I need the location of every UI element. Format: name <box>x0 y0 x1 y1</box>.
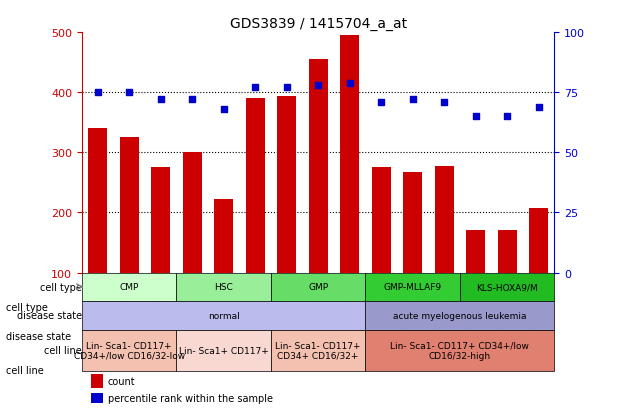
FancyBboxPatch shape <box>271 330 365 371</box>
Point <box>219 107 229 113</box>
Text: Lin- Sca1- CD117+
CD34+ CD16/32+: Lin- Sca1- CD117+ CD34+ CD16/32+ <box>275 341 361 360</box>
Point <box>313 83 323 89</box>
Bar <box>529 209 548 273</box>
Bar <box>120 138 139 273</box>
Text: GMP-MLLAF9: GMP-MLLAF9 <box>384 282 442 292</box>
Text: cell line: cell line <box>6 365 44 375</box>
Text: percentile rank within the sample: percentile rank within the sample <box>108 393 273 403</box>
Bar <box>435 166 454 273</box>
Bar <box>91 393 103 403</box>
Text: HSC: HSC <box>214 282 233 292</box>
Bar <box>498 231 517 273</box>
FancyBboxPatch shape <box>460 273 554 301</box>
Point <box>282 85 292 92</box>
Point <box>345 80 355 87</box>
Point <box>250 85 260 92</box>
Text: CMP: CMP <box>120 282 139 292</box>
FancyBboxPatch shape <box>365 301 554 330</box>
Point <box>376 99 386 106</box>
Point <box>187 97 197 104</box>
Bar <box>372 168 391 273</box>
Bar <box>277 97 296 273</box>
Bar <box>340 36 359 273</box>
Text: cell type: cell type <box>40 282 82 292</box>
Point <box>502 114 512 120</box>
Bar <box>183 153 202 273</box>
Bar <box>88 129 107 273</box>
FancyBboxPatch shape <box>82 301 365 330</box>
Point <box>408 97 418 104</box>
Text: Lin- Sca1- CD117+ CD34+/low
CD16/32-high: Lin- Sca1- CD117+ CD34+/low CD16/32-high <box>391 341 529 360</box>
Text: KLS-HOXA9/M: KLS-HOXA9/M <box>476 282 538 292</box>
Bar <box>214 200 233 273</box>
Text: normal: normal <box>208 311 239 320</box>
Bar <box>246 99 265 273</box>
Bar <box>466 231 485 273</box>
FancyBboxPatch shape <box>271 273 365 301</box>
Bar <box>91 375 103 388</box>
Text: disease state: disease state <box>17 311 82 320</box>
Text: Lin- Sca1- CD117+
CD34+/low CD16/32-low: Lin- Sca1- CD117+ CD34+/low CD16/32-low <box>74 341 185 360</box>
Text: count: count <box>108 376 135 386</box>
Bar <box>151 168 170 273</box>
Text: cell line: cell line <box>44 345 82 356</box>
Text: acute myelogenous leukemia: acute myelogenous leukemia <box>393 311 527 320</box>
FancyBboxPatch shape <box>176 273 271 301</box>
Title: GDS3839 / 1415704_a_at: GDS3839 / 1415704_a_at <box>229 17 407 31</box>
Point <box>439 99 449 106</box>
Point <box>124 90 134 96</box>
Text: GMP: GMP <box>308 282 328 292</box>
Point <box>93 90 103 96</box>
Point <box>534 104 544 111</box>
FancyBboxPatch shape <box>365 273 460 301</box>
Text: disease state: disease state <box>6 332 71 342</box>
Text: Lin- Sca1+ CD117+: Lin- Sca1+ CD117+ <box>179 346 268 355</box>
Bar <box>309 60 328 273</box>
FancyBboxPatch shape <box>365 330 554 371</box>
Text: cell type: cell type <box>6 303 48 313</box>
Point <box>156 97 166 104</box>
FancyBboxPatch shape <box>82 330 176 371</box>
Bar <box>403 172 422 273</box>
Point <box>471 114 481 120</box>
FancyBboxPatch shape <box>176 330 271 371</box>
FancyBboxPatch shape <box>82 273 176 301</box>
